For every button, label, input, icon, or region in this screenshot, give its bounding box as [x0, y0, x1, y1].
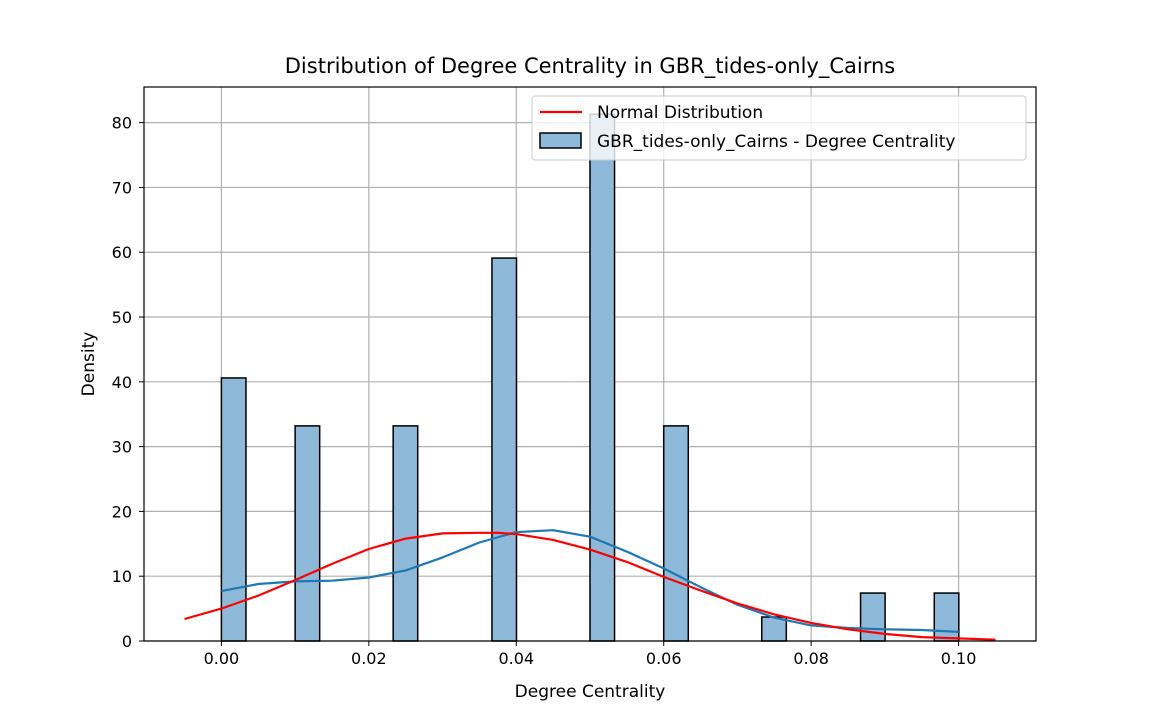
y-tick-label: 20 — [112, 502, 132, 521]
legend-frame — [531, 95, 1027, 161]
x-axis-label: Degree Centrality — [515, 682, 666, 702]
lines — [184, 529, 996, 641]
histogram-bar — [294, 425, 321, 642]
legend: Normal Distribution GBR_tides-only_Cairn… — [531, 95, 1027, 161]
histogram-bar — [761, 616, 788, 642]
y-tick-label: 30 — [112, 438, 132, 457]
x-tick-label: 0.00 — [204, 649, 240, 668]
x-tick-label: 0.10 — [941, 649, 977, 668]
ticks: 0.00 0.02 0.04 0.06 0.08 0.10 0 10 20 30 40 50 60 70 8… — [112, 114, 977, 668]
y-tick-label: 80 — [112, 114, 132, 133]
bars — [220, 113, 960, 642]
chart-title: Distribution of Degree Centrality in GBR… — [285, 54, 895, 79]
x-tick-label: 0.06 — [646, 649, 682, 668]
histogram-bar — [392, 425, 419, 642]
y-tick-label: 50 — [112, 308, 132, 327]
legend-normal-label: Normal Distribution — [597, 103, 763, 123]
histogram-bar — [662, 425, 690, 642]
histogram-bar — [220, 377, 247, 642]
x-tick-label: 0.08 — [793, 649, 829, 668]
histogram-bar — [589, 113, 616, 642]
y-axis-label: Density — [79, 332, 99, 397]
normal-distribution-line — [184, 531, 996, 641]
x-tick-label: 0.02 — [351, 649, 387, 668]
y-tick-label: 10 — [112, 567, 132, 586]
plot-frame — [143, 86, 1037, 642]
legend-histogram-label: GBR_tides-only_Cairns - Degree Centralit… — [597, 132, 955, 152]
y-tick-label: 40 — [112, 373, 132, 392]
y-tick-label: 0 — [122, 632, 132, 651]
histogram-bar — [491, 257, 518, 642]
legend-histogram-swatch — [539, 132, 582, 149]
y-tick-label: 60 — [112, 243, 132, 262]
y-tick-label: 70 — [112, 178, 132, 197]
x-tick-label: 0.04 — [498, 649, 534, 668]
histogram-bar — [933, 592, 960, 642]
